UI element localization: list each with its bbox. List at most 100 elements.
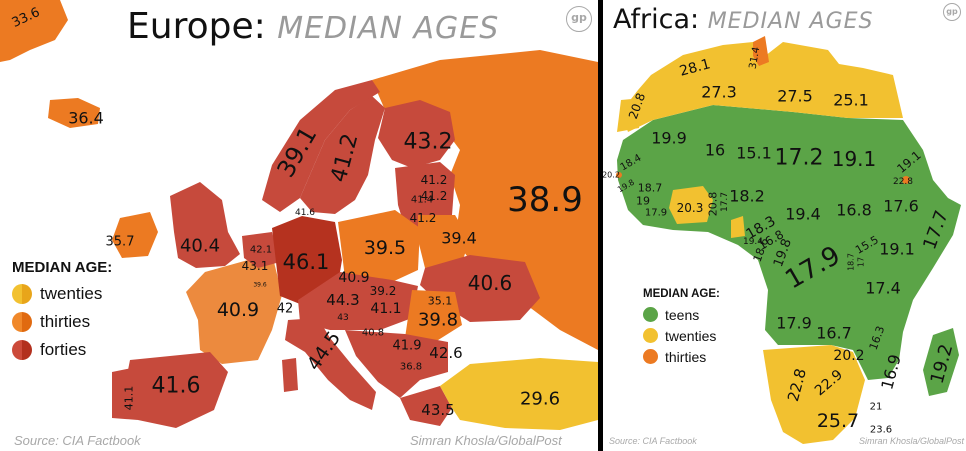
- median-age-label: 17: [857, 257, 866, 267]
- spain-region: [124, 352, 228, 428]
- central-europe-region: [298, 272, 418, 330]
- legend-swatch: [643, 328, 658, 343]
- median-age-label: 39.6: [253, 282, 267, 289]
- africa-continent: [617, 105, 961, 380]
- legend-swatch: [12, 340, 32, 360]
- median-age-label: 41.4: [411, 195, 433, 206]
- finland-region: [378, 100, 455, 168]
- median-age-label: 29.6: [520, 389, 560, 410]
- author-credit: Simran Khosla/GlobalPost: [410, 433, 562, 448]
- median-age-label: 17.2: [775, 146, 824, 171]
- median-age-label: 36.4: [68, 109, 104, 128]
- median-age-label: 39.4: [441, 229, 477, 248]
- median-age-label: 41.6: [295, 208, 315, 218]
- belarus-region: [418, 215, 470, 268]
- globalpost-logo: gp: [943, 3, 961, 21]
- europe-map: [0, 0, 598, 430]
- legend-item-twenties: twenties: [643, 325, 720, 346]
- benelux-region: [242, 232, 280, 268]
- median-age-label: 33.6: [10, 5, 43, 31]
- legend-swatch: [643, 349, 658, 364]
- median-age-label: 25.1: [833, 91, 869, 110]
- median-age-label: 17.7: [720, 192, 730, 212]
- italy-region: [285, 318, 376, 410]
- median-age-label: 20.8: [626, 91, 648, 121]
- median-age-label: 22.8: [893, 177, 913, 187]
- norway-region: [262, 80, 380, 212]
- median-age-label: 18.2: [729, 187, 765, 206]
- mauritius-marker: [902, 176, 910, 184]
- panel-divider: [598, 0, 603, 451]
- median-age-label: 41.2: [410, 211, 437, 225]
- median-age-label: 17.9: [776, 314, 812, 333]
- ghana-region: [669, 186, 713, 224]
- africa-map: [616, 36, 961, 444]
- poland-region: [338, 210, 420, 282]
- median-age-label: 17.4: [865, 279, 901, 298]
- legend-label: thirties: [665, 348, 707, 365]
- source-credit: Source: CIA Factbook: [14, 433, 141, 448]
- median-age-label: 40.4: [180, 236, 220, 257]
- median-age-label: 19.1: [894, 148, 923, 176]
- median-age-label: 16: [705, 141, 725, 160]
- median-age-label: 41.2: [421, 189, 448, 203]
- median-age-label: 40.6: [468, 271, 513, 295]
- median-age-label: 19.1: [832, 147, 877, 171]
- median-age-label: 43: [337, 313, 348, 323]
- median-age-label: 18.4: [619, 153, 644, 174]
- tunisia-marker: [616, 172, 622, 178]
- russia-region: [372, 50, 598, 350]
- legend: MEDIAN AGE: twenties thirties forties: [12, 259, 112, 364]
- title-place: Africa:: [613, 4, 700, 35]
- median-age-label: 40.8: [362, 328, 384, 339]
- median-age-label: 16.8: [836, 201, 872, 220]
- median-age-label: 18.7: [638, 182, 663, 195]
- legend-swatch: [12, 312, 32, 332]
- legend: MEDIAN AGE: teens twenties thirties: [643, 288, 720, 367]
- median-age-label: 15.1: [736, 144, 772, 163]
- sweden-region: [300, 96, 385, 214]
- southern-africa-region: [763, 345, 865, 444]
- median-age-label: 16.3: [867, 324, 888, 351]
- median-age-label: 17.7: [919, 208, 952, 253]
- legend-title: MEDIAN AGE:: [643, 288, 720, 300]
- faroe-region: [48, 98, 100, 128]
- median-age-label: 19.2: [927, 342, 958, 386]
- author-credit: Simran Khosla/GlobalPost: [859, 436, 965, 446]
- median-age-label: 19.4: [743, 237, 763, 247]
- median-age-label: 19.4: [785, 205, 821, 224]
- median-age-label: 41.2: [421, 173, 448, 187]
- median-age-label: 15.5: [853, 233, 881, 257]
- germany-region: [272, 216, 342, 304]
- legend-label: thirties: [40, 312, 91, 331]
- median-age-label: 27.5: [777, 87, 813, 106]
- median-age-label: 20.8: [707, 192, 720, 217]
- median-age-label: 40.9: [338, 270, 369, 286]
- median-age-label: 39.8: [418, 310, 458, 331]
- iceland-region: [0, 0, 68, 62]
- median-age-label: 20.2: [603, 171, 620, 180]
- portugal-region: [112, 368, 138, 420]
- median-age-label: 43.2: [404, 130, 453, 155]
- median-age-label: 41.9: [393, 339, 422, 354]
- legend-item-thirties: thirties: [643, 346, 720, 367]
- median-age-label: 41.1: [123, 386, 136, 411]
- median-age-label: 16.7: [816, 324, 852, 343]
- median-age-label: 16.9: [877, 352, 905, 391]
- median-age-label: 21: [870, 402, 883, 413]
- median-age-label: 43.5: [421, 401, 454, 419]
- europe-value-labels: 33.636.439.1 41.2 43.241.241.241.441.241.6…: [10, 5, 583, 419]
- source-credit: Source: CIA Factbook: [609, 436, 697, 446]
- median-age-label: 18.7: [847, 253, 856, 271]
- baltic-region: [395, 162, 455, 228]
- median-age-label: 42.1: [250, 245, 272, 256]
- median-age-label: 39.1: [272, 122, 323, 182]
- legend-swatch: [12, 284, 32, 304]
- turkey-region: [440, 358, 598, 430]
- page-title: Europe: MEDIAN AGES: [127, 6, 499, 47]
- median-age-label: 19.1: [879, 240, 915, 259]
- median-age-label: 23.6: [870, 425, 892, 436]
- page-title: Africa: MEDIAN AGES: [613, 4, 873, 35]
- median-age-label: 17.6: [883, 197, 919, 216]
- median-age-label: 36.8: [400, 362, 422, 373]
